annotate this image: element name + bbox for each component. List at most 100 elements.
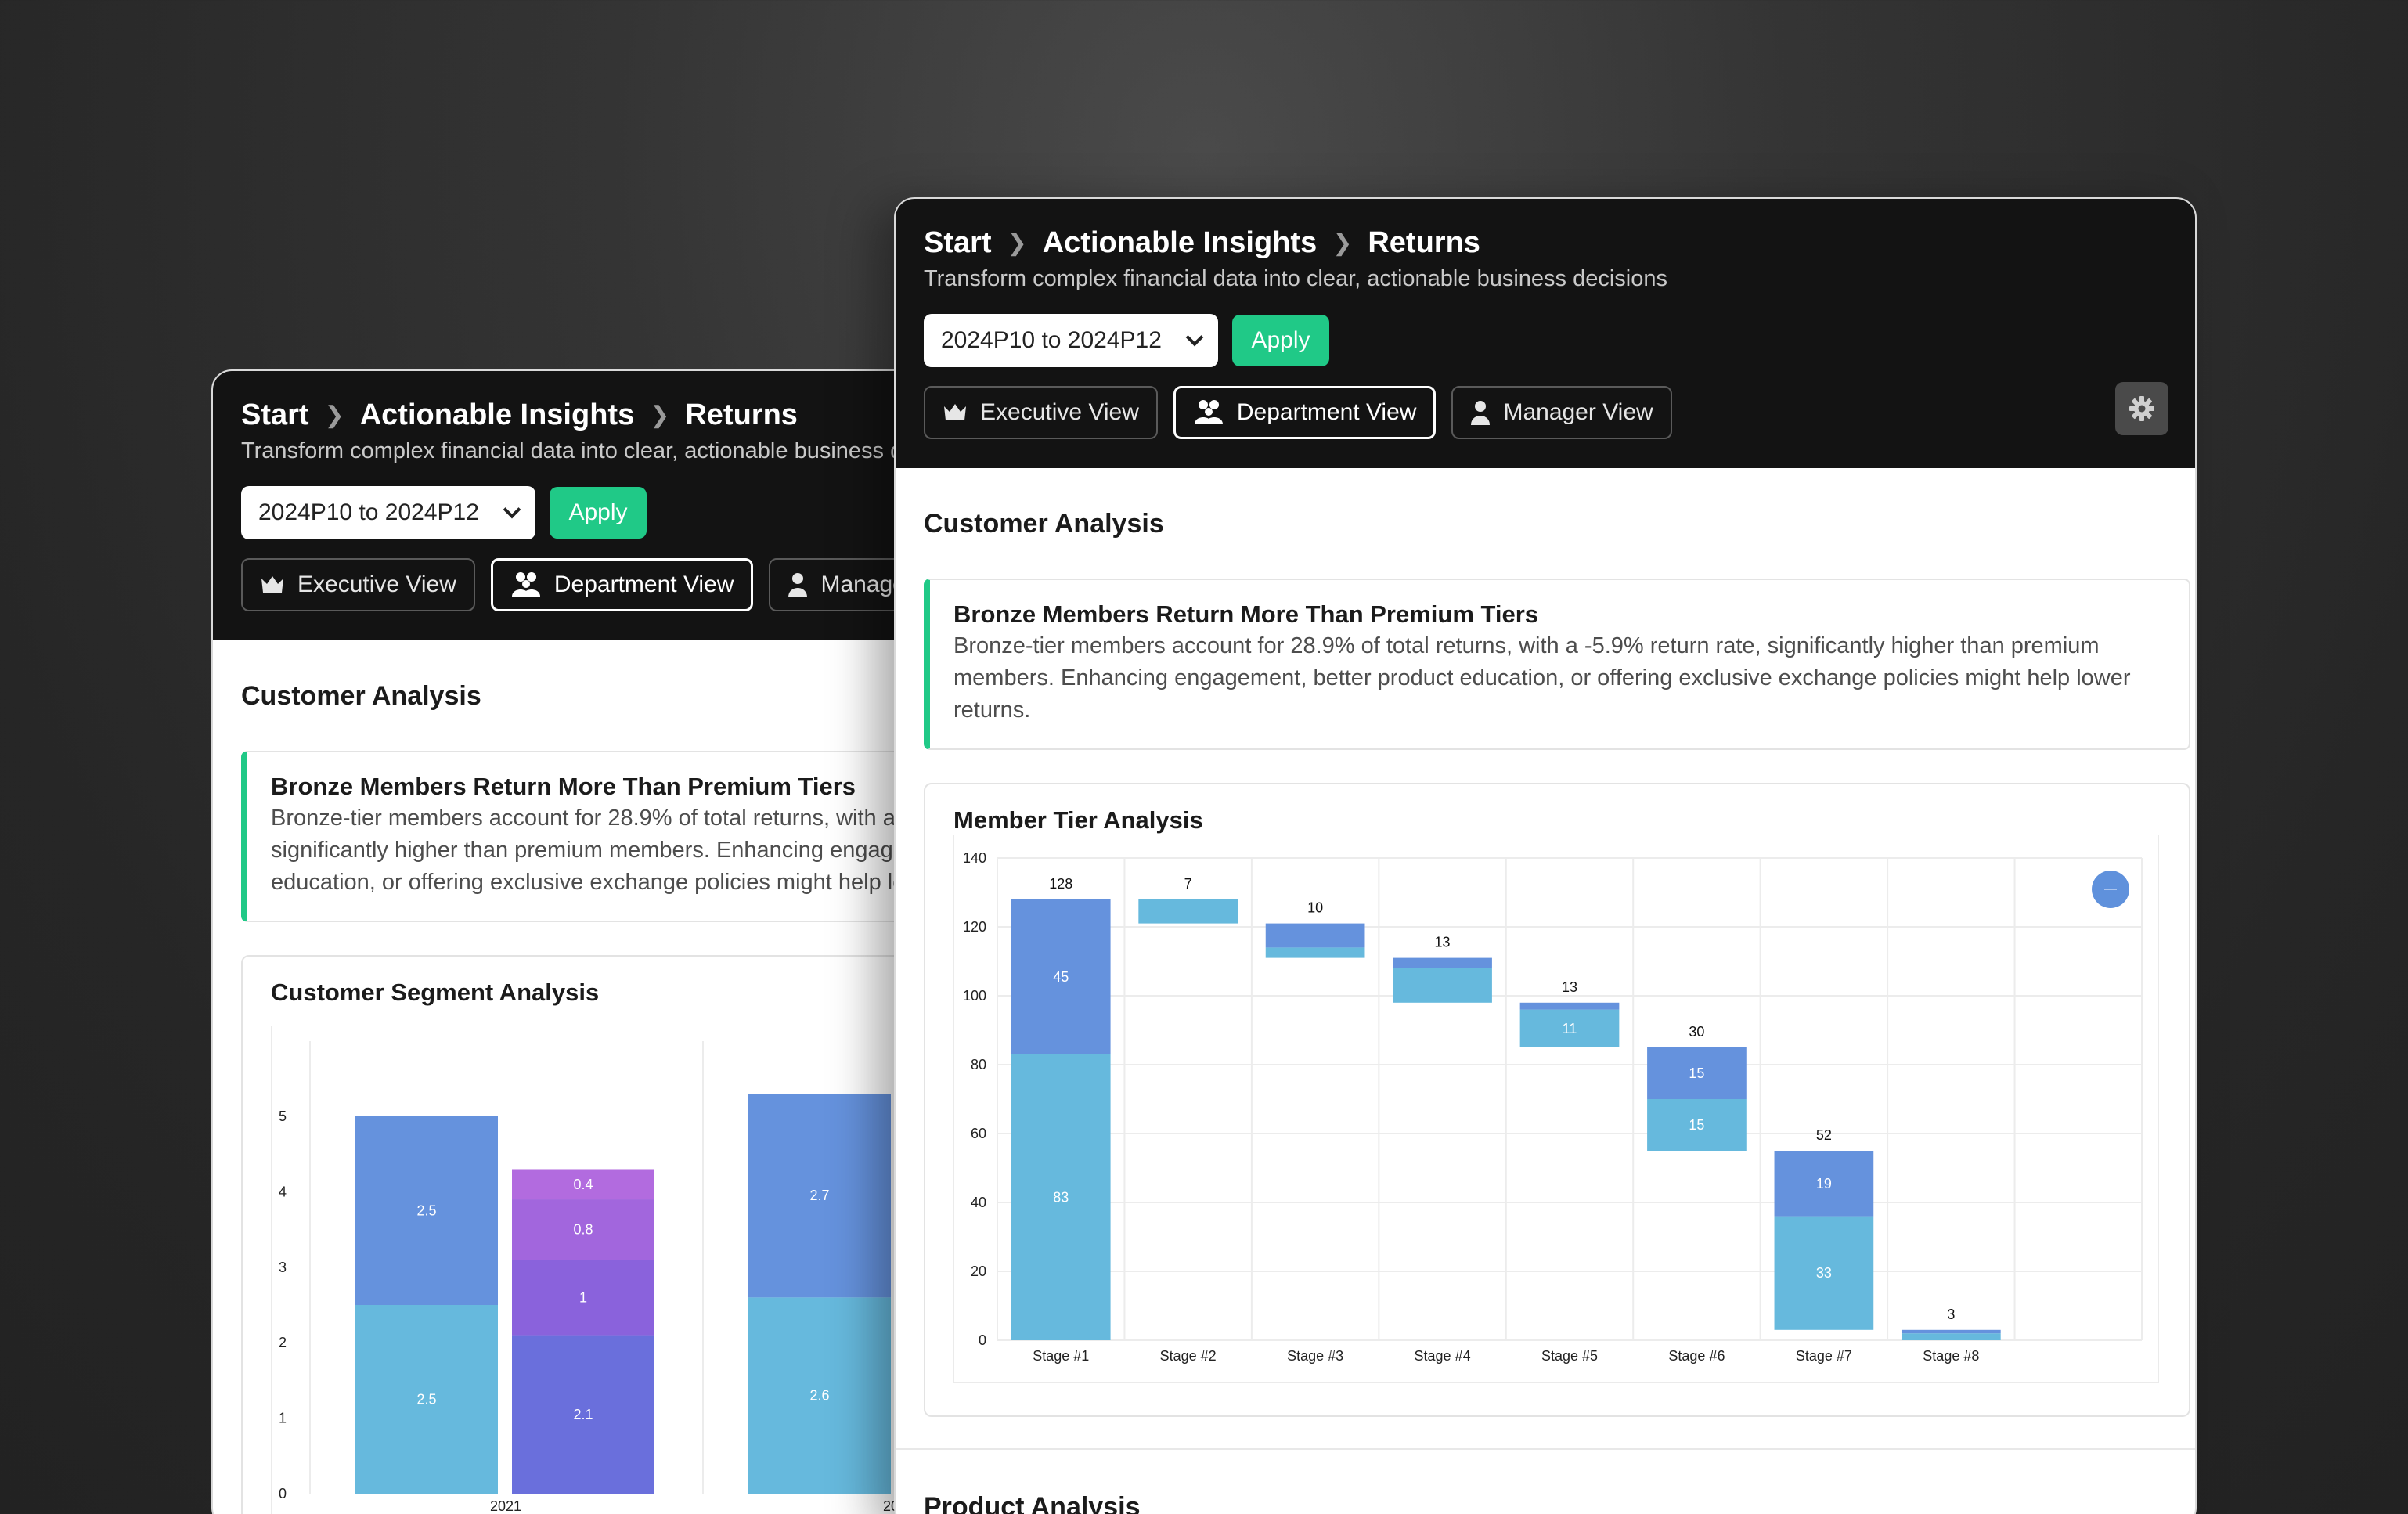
breadcrumb-returns: Returns [685, 398, 798, 431]
breadcrumb-start[interactable]: Start [241, 398, 309, 431]
bar-segment [1519, 1009, 1620, 1047]
x-tick-label: 2021 [490, 1498, 521, 1514]
bar-segment [1011, 899, 1111, 1054]
chevron-right-icon: ❯ [1007, 229, 1027, 256]
tab-label: Executive View [980, 399, 1139, 425]
period-select[interactable]: 2024P10 to 2024P12 [241, 486, 535, 539]
bar-segment [1647, 1099, 1747, 1151]
bar-segment [748, 1094, 891, 1298]
chevron-down-icon [503, 500, 521, 519]
bar-segment [512, 1260, 654, 1336]
y-tick-label: 40 [971, 1195, 986, 1210]
chevron-right-icon: ❯ [324, 402, 344, 428]
bar-segment [1265, 923, 1365, 948]
segment-label: 45 [1053, 969, 1069, 985]
page-subtitle: Transform complex financial data into cl… [924, 266, 1667, 291]
total-label: 13 [1562, 979, 1577, 995]
bar-segment [1393, 968, 1492, 1003]
chart-card: Member Tier Analysis 0 20 40 60 80 100 120 140 8… [924, 783, 2190, 1417]
period-select[interactable]: 2024P10 to 2024P12 [924, 314, 1218, 367]
y-tick-label: 100 [963, 988, 986, 1004]
x-tick-label: Stage #4 [1415, 1348, 1471, 1364]
x-tick-label: Stage #5 [1541, 1348, 1598, 1364]
tab-label: Department View [553, 571, 734, 597]
segment-label: 33 [1816, 1265, 1832, 1281]
x-tick-label: Stage #6 [1668, 1348, 1725, 1364]
bar-segment [1647, 1047, 1747, 1099]
gear-icon [2129, 396, 2154, 421]
tab-executive-view[interactable]: Executive View [241, 558, 475, 611]
person-icon [1471, 401, 1491, 425]
tab-manager-view[interactable]: Manager View [1451, 386, 1672, 439]
chart-frame [270, 1025, 1149, 1514]
header: Start ❯ Actionable Insights ❯ Returns Tr… [896, 199, 2195, 468]
bar-segment [1774, 1216, 1874, 1330]
apply-button[interactable]: Apply [1232, 315, 1329, 366]
tab-executive-view[interactable]: Executive View [924, 386, 1158, 439]
total-label: 7 [1184, 876, 1192, 892]
breadcrumb-insights[interactable]: Actionable Insights [359, 398, 635, 431]
segment-label: 2.6 [809, 1388, 829, 1404]
segment-label: 2.5 [416, 1392, 436, 1408]
y-tick-label: 80 [971, 1057, 986, 1072]
tab-department-view[interactable]: Department View [1173, 386, 1437, 439]
insight-text: Bronze-tier members account for 28.9% of… [953, 633, 2131, 723]
insight-title: Bronze Members Return More Than Premium … [271, 773, 856, 800]
breadcrumb: Start ❯ Actionable Insights ❯ Returns [241, 395, 1121, 435]
segment-label: 2.7 [809, 1188, 829, 1203]
chart-title: Member Tier Analysis [953, 806, 1203, 834]
segment-label: 2.1 [573, 1407, 593, 1422]
settings-button[interactable] [2115, 382, 2168, 435]
bar-segment [1519, 1002, 1620, 1010]
bar-segment [1901, 1329, 2001, 1334]
tab-department-view[interactable]: Department View [490, 558, 754, 611]
apply-button[interactable]: Apply [550, 487, 647, 539]
front-window: Start ❯ Actionable Insights ❯ Returns Tr… [894, 197, 2197, 1514]
y-tick-label: 4 [279, 1184, 287, 1199]
y-tick-label: 140 [963, 850, 986, 866]
bar-segment [512, 1335, 654, 1494]
breadcrumb-insights[interactable]: Actionable Insights [1042, 225, 1318, 259]
segment-label: 83 [1053, 1189, 1069, 1205]
segment-label: 2.5 [416, 1203, 436, 1219]
y-tick-label: 5 [279, 1108, 287, 1124]
chevron-right-icon: ❯ [650, 402, 670, 428]
people-icon [1194, 400, 1223, 424]
segment-label: 11 [1563, 1021, 1577, 1036]
period-value: 2024P10 to 2024P12 [941, 327, 1162, 353]
section-title-product: Product Analysis [924, 1492, 1141, 1514]
insight-card: Bronze Members Return More Than Premium … [924, 579, 2190, 750]
people-icon [511, 572, 540, 597]
chart-card: Customer Segment Analysis 0 1 2 3 4 5 2.5 2.5 2.… [241, 955, 1149, 1514]
bar-segment [1901, 1333, 2001, 1340]
total-label: 128 [1049, 876, 1072, 892]
y-tick-label: 2 [279, 1335, 287, 1350]
crown-icon [944, 404, 966, 420]
total-label: 10 [1307, 900, 1323, 916]
x-tick-label: Stage #3 [1287, 1348, 1343, 1364]
chart-title: Customer Segment Analysis [271, 979, 600, 1006]
breadcrumb-start[interactable]: Start [924, 225, 992, 259]
member-tier-chart: 0 20 40 60 80 100 120 140 83 45 128 Stage #1 7 Stage … [953, 834, 2160, 1383]
total-label: 52 [1816, 1127, 1832, 1143]
segment-label: 15 [1689, 1117, 1704, 1133]
segment-label: 0.4 [573, 1177, 593, 1192]
chart-frame [953, 834, 2160, 1383]
bar-segment [1138, 899, 1238, 924]
chevron-right-icon: ❯ [1332, 229, 1353, 256]
y-tick-label: 1 [279, 1411, 287, 1426]
bar-segment [1393, 957, 1492, 968]
period-value: 2024P10 to 2024P12 [258, 499, 479, 525]
page-subtitle: Transform complex financial data into cl… [241, 438, 985, 463]
segment-label: 15 [1689, 1065, 1704, 1081]
x-tick-label: Stage #7 [1796, 1348, 1852, 1364]
bar-segment [512, 1169, 654, 1200]
tab-label: Manager View [1503, 399, 1653, 425]
tab-label: Executive View [297, 571, 456, 597]
y-tick-label: 3 [279, 1260, 287, 1275]
chevron-down-icon [1185, 328, 1204, 347]
breadcrumb: Start ❯ Actionable Insights ❯ Returns [924, 222, 2167, 263]
y-tick-label: 0 [279, 1486, 287, 1501]
crown-icon [261, 576, 283, 593]
